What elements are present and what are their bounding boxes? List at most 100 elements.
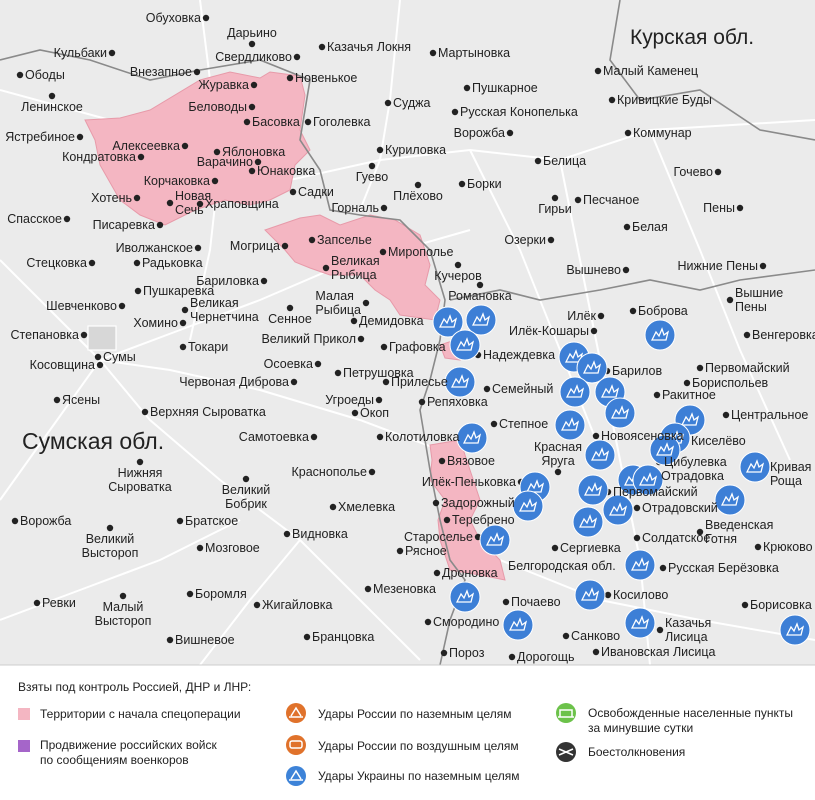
- town-dot: [253, 601, 261, 609]
- town-label: Ободы: [25, 68, 65, 82]
- town-label: Первомайский: [705, 361, 790, 375]
- town-dot: [476, 281, 484, 289]
- strike-marker: [644, 319, 676, 351]
- legend-icon-liberated: [556, 703, 576, 723]
- town-dot: [11, 517, 19, 525]
- town-label: Кульбаки: [53, 46, 107, 60]
- town-dot: [310, 433, 318, 441]
- town-dot: [736, 204, 744, 212]
- town-label: Беловоды: [188, 100, 247, 114]
- strike-marker: [502, 609, 534, 641]
- strike-marker: [604, 397, 636, 429]
- town-dot: [194, 244, 202, 252]
- town-label: Центральное: [731, 408, 809, 422]
- strike-marker: [779, 614, 811, 646]
- town-label: Степановка: [10, 328, 79, 342]
- town-dot: [743, 331, 751, 339]
- town-label: Пены: [703, 201, 735, 215]
- town-dot: [48, 92, 56, 100]
- strike-marker: [632, 464, 664, 496]
- town-label: Рясное: [405, 544, 447, 558]
- town-dot: [283, 530, 291, 538]
- town-label: Санково: [571, 629, 621, 643]
- town-label: Бранцовка: [312, 630, 375, 644]
- town-dot: [502, 598, 510, 606]
- legend-icon-ru-air: [286, 735, 306, 755]
- town-dot: [463, 84, 471, 92]
- town-dot: [290, 378, 298, 386]
- town-label: Ленинское: [21, 100, 83, 114]
- town-label: Мирополье: [388, 245, 454, 259]
- legend-icon-glyphs: [289, 706, 574, 781]
- legend-swatch-purple: [18, 740, 30, 752]
- town-dot: [629, 307, 637, 315]
- town-dot: [547, 236, 555, 244]
- town-label: Боброва: [638, 304, 688, 318]
- region-label: Сумская обл.: [22, 428, 165, 454]
- strike-marker: [739, 451, 771, 483]
- town-label: Дроновка: [442, 566, 498, 580]
- town-dot: [242, 475, 250, 483]
- town-label: Шевченково: [46, 299, 117, 313]
- legend-item: Удары России по воздушным целям: [318, 739, 519, 753]
- town-dot: [141, 408, 149, 416]
- town-dot: [554, 468, 562, 476]
- town-label: Радьковка: [142, 256, 203, 270]
- town-label: Великий Выстороп: [81, 532, 139, 560]
- town-dot: [379, 248, 387, 256]
- town-label: Малый Выстороп: [94, 600, 152, 628]
- town-dot: [94, 353, 102, 361]
- town-dot: [286, 74, 294, 82]
- town-label: Спасское: [7, 212, 62, 226]
- town-dot: [166, 199, 174, 207]
- strike-marker: [449, 329, 481, 361]
- town-label: Цибулевка: [664, 455, 727, 469]
- strike-marker: [512, 490, 544, 522]
- town-dot: [451, 108, 459, 116]
- town-dot: [659, 564, 667, 572]
- town-label: Кривицкие Буды: [617, 93, 712, 107]
- town-label: Борисовка: [750, 598, 812, 612]
- strike-marker: [432, 306, 464, 338]
- town-dot: [490, 420, 498, 428]
- town-dot: [562, 632, 570, 640]
- strike-marker: [554, 409, 586, 441]
- town-dot: [243, 118, 251, 126]
- town-label: Ревки: [42, 596, 76, 610]
- town-dot: [380, 343, 388, 351]
- town-label: Свердликово: [215, 50, 292, 64]
- strike-marker: [572, 506, 604, 538]
- town-label: Гирьи: [538, 202, 572, 216]
- town-label: Могрица: [229, 239, 280, 253]
- town-dot: [322, 264, 330, 272]
- town-dot: [186, 590, 194, 598]
- town-label: Киселёво: [691, 434, 746, 448]
- town-label: Братское: [185, 514, 239, 528]
- town-dot: [176, 517, 184, 525]
- town-dot: [633, 534, 641, 542]
- town-label: Русская Конопелька: [460, 105, 578, 119]
- town-label: Нижние Пены: [677, 259, 758, 273]
- town-label: Введенская Готня: [705, 518, 774, 546]
- town-label: Яблоновка: [222, 145, 286, 159]
- town-dot: [592, 648, 600, 656]
- town-label: Венгеровка: [752, 328, 815, 342]
- town-label: Графовка: [389, 340, 446, 354]
- borders: [0, 0, 815, 666]
- town-label: Косовщина: [29, 358, 95, 372]
- town-label: Внезапное: [129, 65, 192, 79]
- town-label: Мозговое: [205, 541, 260, 555]
- town-label: Барилов: [612, 364, 663, 378]
- town-label: Корчаковка: [143, 174, 210, 188]
- town-label: Великая Чернетчина: [190, 296, 259, 324]
- town-label: Вишневое: [175, 633, 235, 647]
- town-dot: [96, 361, 104, 369]
- town-dot: [293, 53, 301, 61]
- town-label: Илёк-Кошары: [508, 324, 589, 338]
- town-label: Пушкарное: [472, 81, 538, 95]
- town-dot: [624, 129, 632, 137]
- town-label: Смородино: [433, 615, 500, 629]
- town-dot: [357, 335, 365, 343]
- town-label: Песчаное: [583, 193, 640, 207]
- legend-title: Взяты под контроль Россией, ДНР и ЛНР:: [18, 680, 252, 694]
